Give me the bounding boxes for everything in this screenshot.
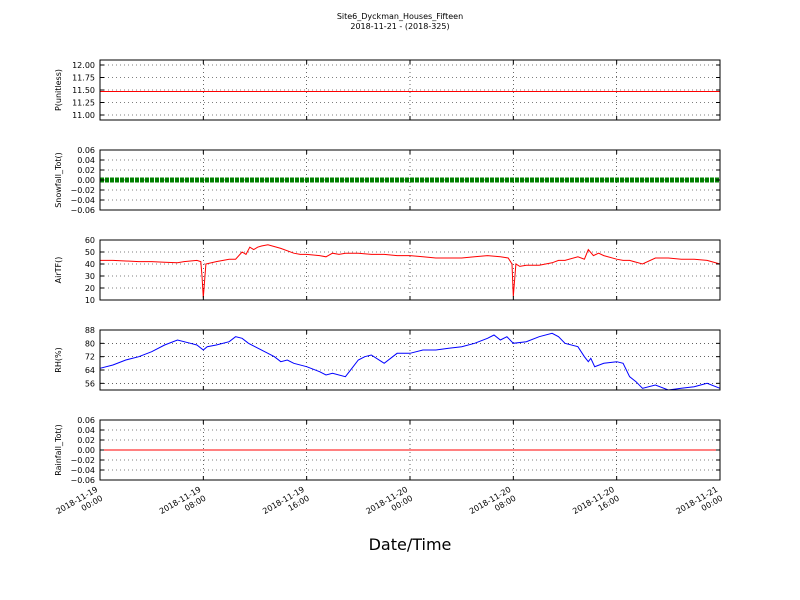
y-tick-label: 0.04: [77, 156, 95, 165]
chart-title: Site6_Dyckman_Houses_Fifteen: [337, 12, 463, 21]
y-tick-label: 88: [85, 326, 95, 335]
y-tick-label: 30: [85, 272, 95, 281]
x-axis-label: Date/Time: [369, 535, 452, 554]
y-tick-label: 0.02: [77, 166, 95, 175]
y-tick-label: 20: [85, 284, 95, 293]
y-tick-label: −0.06: [70, 476, 95, 485]
y-tick-label: 11.00: [72, 111, 95, 120]
series-line: [99, 332, 721, 391]
y-axis-label: AirTF(): [54, 257, 63, 284]
y-tick-label: 0.00: [77, 176, 95, 185]
subplot-2: −0.06−0.04−0.020.000.020.040.06 Snowfall_…: [54, 146, 721, 215]
y-tick-label: −0.02: [70, 186, 95, 195]
y-axis-label: Rainfall_Tot(): [54, 424, 63, 476]
y-tick-label: 11.50: [72, 86, 95, 95]
y-axis-label: Snowfall_Tot(): [54, 152, 63, 208]
series-line: [100, 244, 721, 298]
chart-subtitle: 2018-11-21 - (2018-325): [350, 22, 449, 31]
y-tick-label: 64: [85, 366, 95, 375]
y-tick-label: 0.02: [77, 436, 95, 445]
y-tick-label: −0.06: [70, 206, 95, 215]
y-axis-label: P(unitless): [54, 69, 63, 111]
y-tick-label: −0.04: [70, 466, 95, 475]
y-tick-label: 80: [85, 339, 95, 348]
y-tick-label: 50: [85, 248, 95, 257]
subplot-group: 11.00 11.25 11.50 11.75 12.00 P(unitless) −0.0…: [54, 59, 721, 485]
y-tick-label: 12.00: [72, 61, 95, 70]
y-axis-label: RH(%): [54, 347, 63, 372]
y-tick-label: 11.75: [72, 74, 95, 83]
y-tick-label: 10: [85, 296, 95, 305]
y-tick-label: 0.04: [77, 426, 95, 435]
y-tick-label: −0.04: [70, 196, 95, 205]
y-tick-label: 11.25: [72, 99, 95, 108]
y-tick-label: 0.06: [77, 416, 95, 425]
subplot-5: −0.06−0.04−0.020.000.020.040.06 Rainfall_…: [54, 416, 721, 485]
subplot-4: 56 64 72 80 88 RH(%): [54, 326, 721, 391]
subplot-1: 11.00 11.25 11.50 11.75 12.00 P(unitless): [54, 59, 721, 121]
y-tick-label: 72: [85, 353, 95, 362]
y-tick-label: 56: [85, 379, 95, 388]
subplot-3: 10 20 30 40 50 60 AirTF(): [54, 236, 721, 305]
y-tick-label: 60: [85, 236, 95, 245]
y-tick-label: 0.06: [77, 146, 95, 155]
y-tick-label: 40: [85, 260, 95, 269]
y-tick-label: −0.02: [70, 456, 95, 465]
y-tick-label: 0.00: [77, 446, 95, 455]
